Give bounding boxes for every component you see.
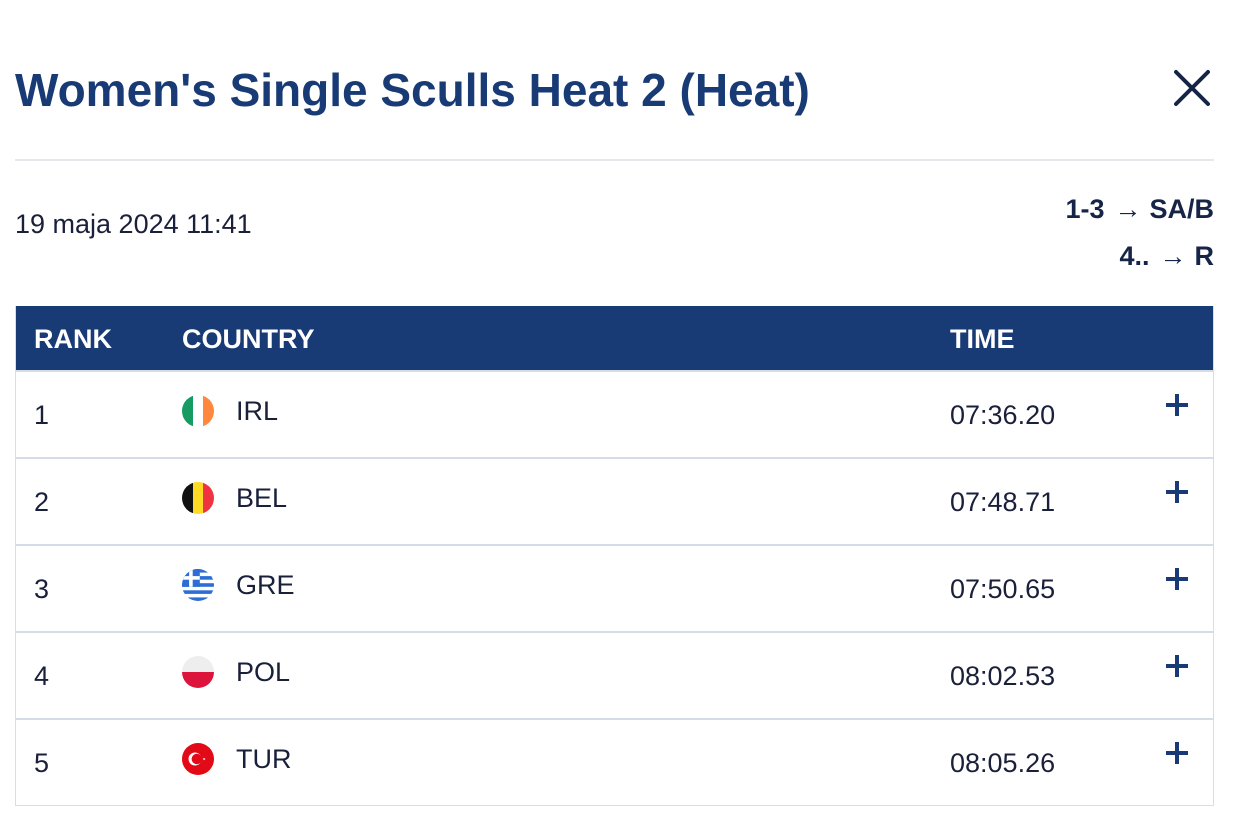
greece-flag-icon [182, 569, 214, 601]
page-title: Women's Single Sculls Heat 2 (Heat) [15, 64, 810, 116]
progression-ranks: 1-3 [1065, 194, 1105, 224]
table-row[interactable]: 2 BEL 07:48.71 [16, 457, 1213, 544]
rank-cell: 5 [34, 748, 50, 778]
expand-plus-icon[interactable] [1166, 655, 1188, 677]
ireland-flag-icon [182, 395, 214, 427]
belgium-flag-icon [182, 482, 214, 514]
header-rank: RANK [34, 324, 112, 354]
country-code: GRE [236, 570, 295, 600]
rank-cell: 3 [34, 574, 50, 604]
progression-rule: 4.. → R [1065, 233, 1214, 280]
arrow-right-icon: → [1114, 194, 1142, 224]
time-cell: 07:36.20 [950, 400, 1056, 430]
expand-plus-icon[interactable] [1166, 742, 1188, 764]
expand-plus-icon[interactable] [1166, 481, 1188, 503]
progression-target: R [1194, 241, 1215, 271]
table-row[interactable]: 5 TUR 08:05.26 [16, 718, 1213, 805]
country-code: BEL [236, 483, 288, 513]
country-code: IRL [236, 396, 279, 426]
country-code: TUR [236, 744, 292, 774]
progression-ranks: 4.. [1119, 241, 1150, 271]
rank-cell: 2 [34, 487, 50, 517]
country-code: POL [236, 657, 291, 687]
arrow-right-icon: → [1159, 241, 1187, 271]
expand-plus-icon[interactable] [1166, 568, 1188, 590]
time-cell: 07:50.65 [950, 574, 1056, 604]
time-cell: 08:02.53 [950, 661, 1056, 691]
header-time: TIME [950, 324, 1015, 354]
race-date: 19 maja 2024 11:41 [15, 209, 252, 239]
table-header: RANK COUNTRY TIME [16, 306, 1213, 370]
close-icon [1174, 70, 1210, 106]
table-row[interactable]: 1 IRL 07:36.20 [16, 370, 1213, 457]
turkey-flag-icon [182, 743, 214, 775]
expand-plus-icon[interactable] [1166, 394, 1188, 416]
table-row[interactable]: 4 POL 08:02.53 [16, 631, 1213, 718]
poland-flag-icon [182, 656, 214, 688]
header-divider [15, 159, 1214, 161]
progression-rule: 1-3 → SA/B [1065, 186, 1214, 233]
results-modal: Women's Single Sculls Heat 2 (Heat) 19 m… [15, 0, 1214, 814]
rank-cell: 4 [34, 661, 50, 691]
close-button[interactable] [1170, 66, 1214, 110]
progression-target: SA/B [1149, 194, 1214, 224]
time-cell: 08:05.26 [950, 748, 1056, 778]
results-table: RANK COUNTRY TIME 1 IRL 07:36.20 2 BEL 0… [15, 306, 1214, 806]
rank-cell: 1 [34, 400, 50, 430]
table-row[interactable]: 3 GRE 07:50.65 [16, 544, 1213, 631]
header-country: COUNTRY [182, 324, 315, 354]
time-cell: 07:48.71 [950, 487, 1056, 517]
progression-rules: 1-3 → SA/B 4.. → R [1065, 186, 1214, 280]
